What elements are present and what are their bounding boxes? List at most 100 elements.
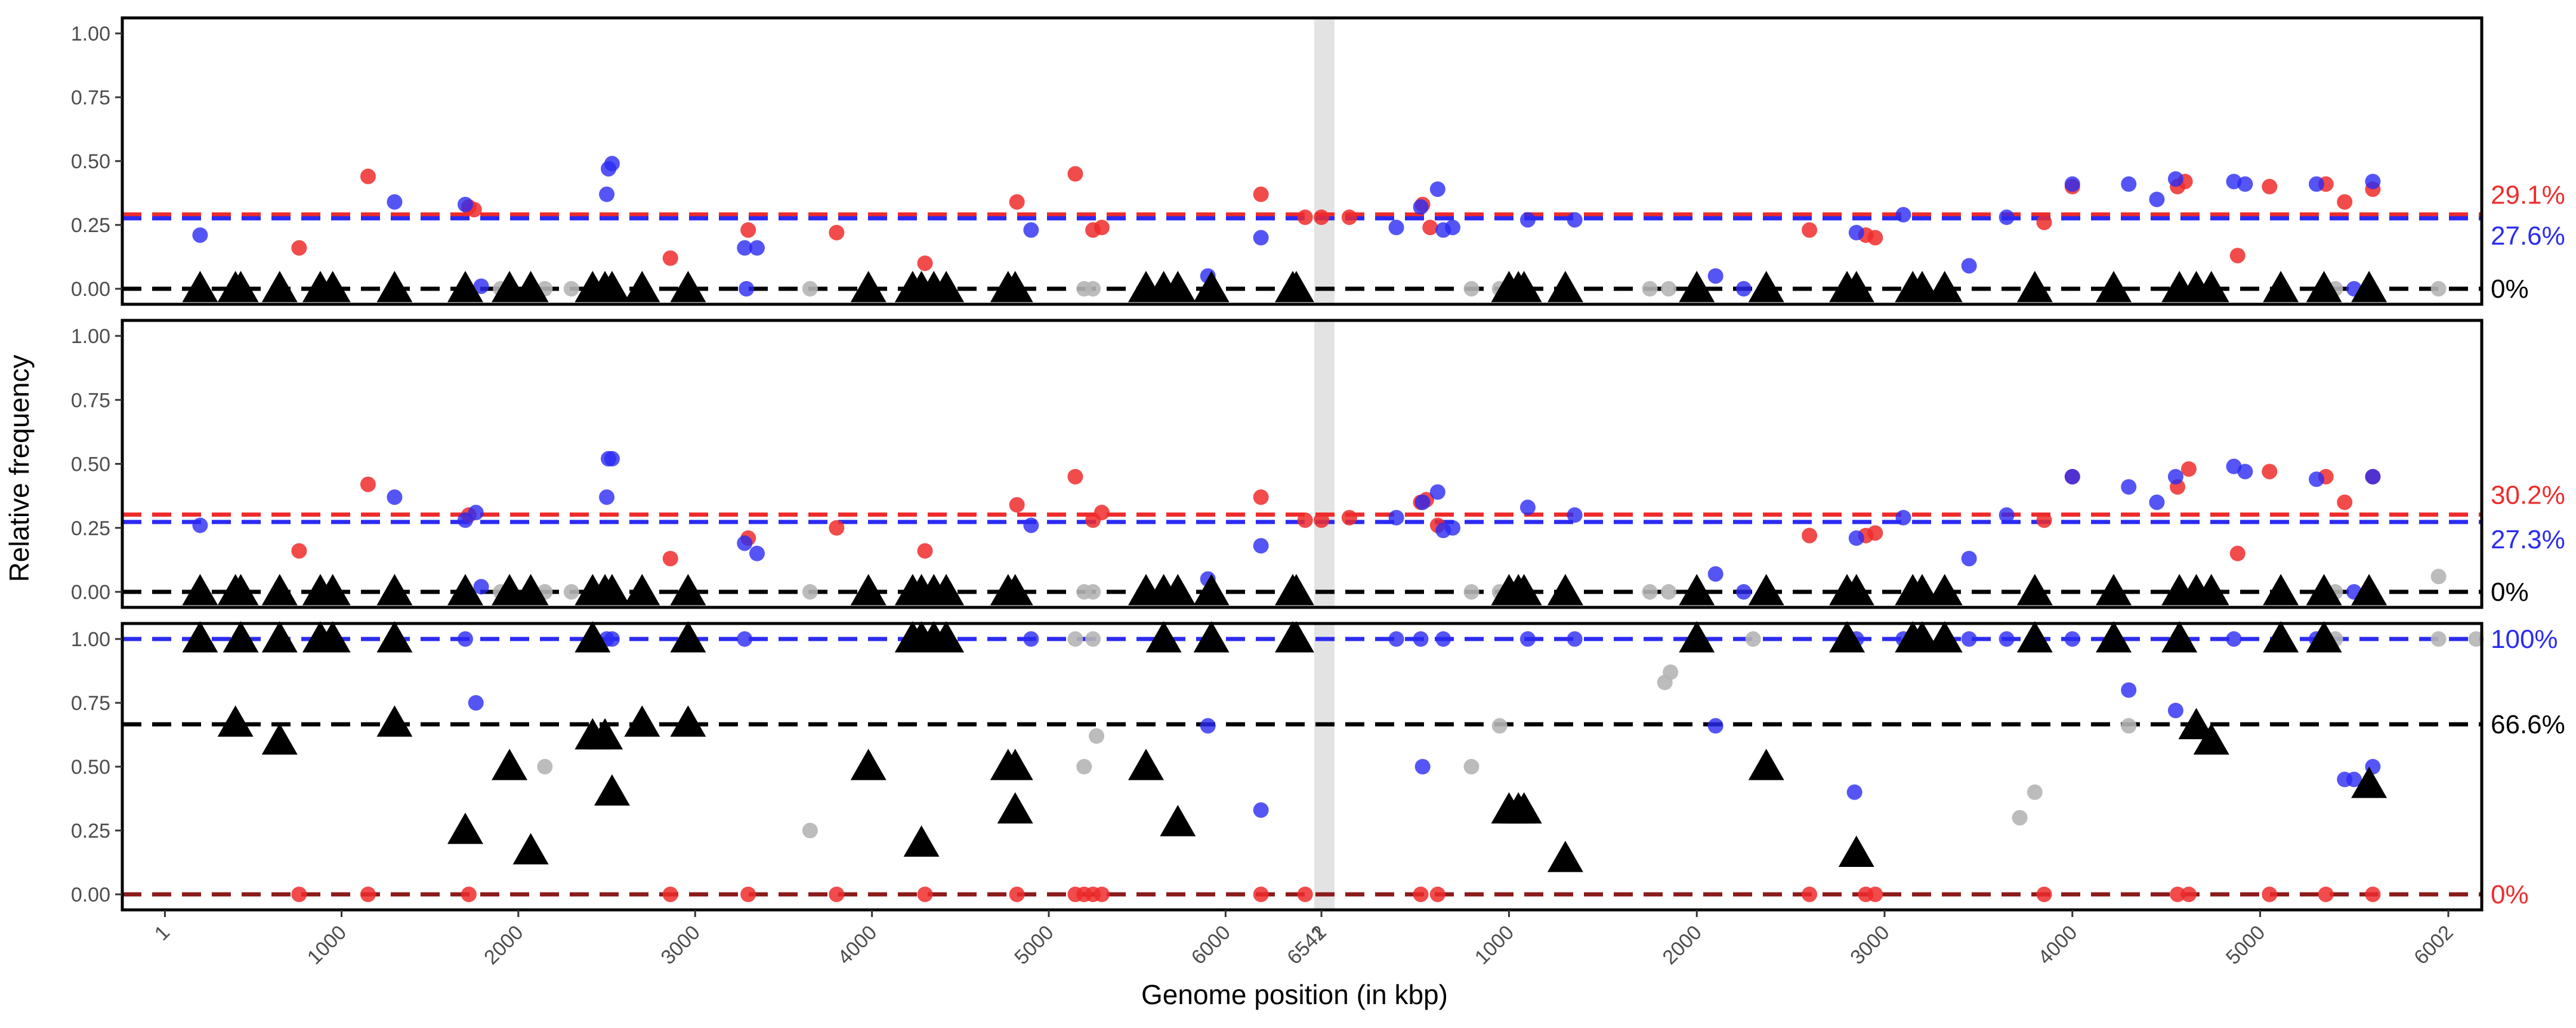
point-middle	[1253, 489, 1269, 505]
point-top	[387, 194, 403, 210]
triangle-middle	[1904, 574, 1940, 606]
point-bottom	[2262, 887, 2278, 902]
point-middle	[1067, 468, 1083, 484]
triangle-top	[1904, 271, 1940, 302]
point-top	[1023, 222, 1039, 238]
point-bottom	[1463, 759, 1479, 774]
y-tick-label-middle: 0.00	[71, 581, 110, 604]
pct-label-bottom-darkred: 0%	[2491, 880, 2529, 909]
point-middle	[1414, 494, 1431, 510]
triangle-top	[2263, 271, 2299, 302]
point-bottom	[2430, 631, 2447, 647]
shaded-gap-layer	[1314, 18, 1335, 910]
point-top	[2262, 178, 2278, 195]
point-bottom	[604, 631, 620, 647]
point-middle	[1867, 525, 1883, 541]
triangle-bottom	[376, 705, 413, 737]
point-bottom	[1388, 631, 1404, 647]
triangle-bottom	[2306, 621, 2342, 653]
triangle-middle	[1926, 574, 1963, 606]
point-top	[1661, 281, 1677, 297]
x-axis-title: Genome position (in kbp)	[1141, 979, 1448, 1010]
point-middle	[1735, 584, 1752, 600]
triangle-bottom	[1193, 621, 1230, 653]
point-middle	[2064, 468, 2080, 484]
triangle-middle	[1748, 574, 1784, 606]
point-top	[2121, 176, 2137, 192]
triangle-middle	[624, 574, 660, 606]
point-top	[1867, 230, 1883, 246]
triangle-bottom	[1838, 835, 1874, 868]
point-top	[1642, 281, 1658, 297]
triangle-top	[850, 271, 887, 302]
point-middle	[2180, 461, 2197, 477]
point-middle	[387, 489, 403, 505]
triangle-middle	[1506, 574, 1542, 606]
point-top	[737, 240, 753, 256]
point-top	[1999, 209, 2015, 226]
point-bottom	[802, 823, 818, 838]
y-tick-label-bottom: 0.25	[71, 820, 110, 842]
y-tick-label-bottom: 1.00	[71, 628, 110, 651]
y-tick-label-top: 0.25	[71, 214, 110, 237]
y-tick-label-bottom: 0.75	[71, 692, 110, 715]
point-top	[1085, 281, 1101, 297]
point-bottom	[1297, 887, 1313, 902]
pct-label-bottom-black: 66.6%	[2491, 710, 2565, 739]
triangle-bottom	[1506, 792, 1542, 824]
point-bottom	[1567, 631, 1583, 647]
triangle-bottom	[1926, 621, 1963, 653]
point-middle	[604, 450, 620, 467]
triangle-bottom	[903, 825, 940, 857]
point-top	[1802, 222, 1818, 238]
triangle-top	[2351, 271, 2387, 302]
point-top	[740, 222, 756, 238]
triangle-middle	[1160, 574, 1196, 606]
triangle-top	[314, 271, 351, 302]
point-bottom	[1253, 887, 1269, 902]
point-bottom	[1023, 631, 1039, 647]
point-top	[2064, 176, 2080, 192]
pct-label-middle-black: 0%	[2491, 578, 2529, 607]
point-bottom	[2468, 631, 2484, 647]
triangle-bottom	[261, 621, 298, 653]
triangle-top	[997, 271, 1033, 302]
point-top	[2430, 281, 2447, 297]
y-tick-label-middle: 1.00	[71, 325, 110, 348]
point-top	[1445, 220, 1461, 236]
triangle-bottom	[624, 705, 660, 737]
point-middle	[1388, 510, 1404, 526]
point-bottom	[1707, 718, 1723, 734]
triangle-top	[376, 271, 413, 302]
point-bottom	[662, 887, 678, 902]
triangle-bottom	[997, 792, 1033, 824]
point-middle	[1463, 584, 1479, 600]
triangle-middle	[447, 574, 483, 606]
point-top	[749, 240, 765, 256]
shaded-gap-panel-middle	[1314, 320, 1335, 607]
triangle-bottom	[1679, 621, 1715, 653]
triangle-top	[1748, 271, 1784, 302]
triangle-top	[670, 271, 706, 302]
triangle-top	[928, 271, 965, 302]
triangle-bottom	[1748, 749, 1784, 780]
point-top	[457, 196, 473, 212]
point-top	[192, 227, 208, 243]
point-middle	[563, 584, 579, 600]
triangle-bottom	[2016, 621, 2053, 653]
point-bottom	[360, 887, 376, 902]
triangle-middle	[2096, 574, 2132, 606]
point-top	[2149, 192, 2165, 208]
point-middle	[1519, 499, 1536, 515]
point-middle	[917, 543, 933, 559]
point-middle	[2149, 494, 2165, 510]
point-top	[829, 224, 845, 240]
point-bottom	[2027, 784, 2043, 800]
triangle-top	[223, 271, 259, 302]
point-middle	[1023, 517, 1039, 533]
triangle-bottom	[2096, 621, 2132, 653]
triangle-bottom	[2193, 723, 2229, 755]
point-bottom	[2226, 631, 2242, 647]
point-top	[1413, 199, 1429, 215]
triangle-bottom	[217, 705, 254, 737]
